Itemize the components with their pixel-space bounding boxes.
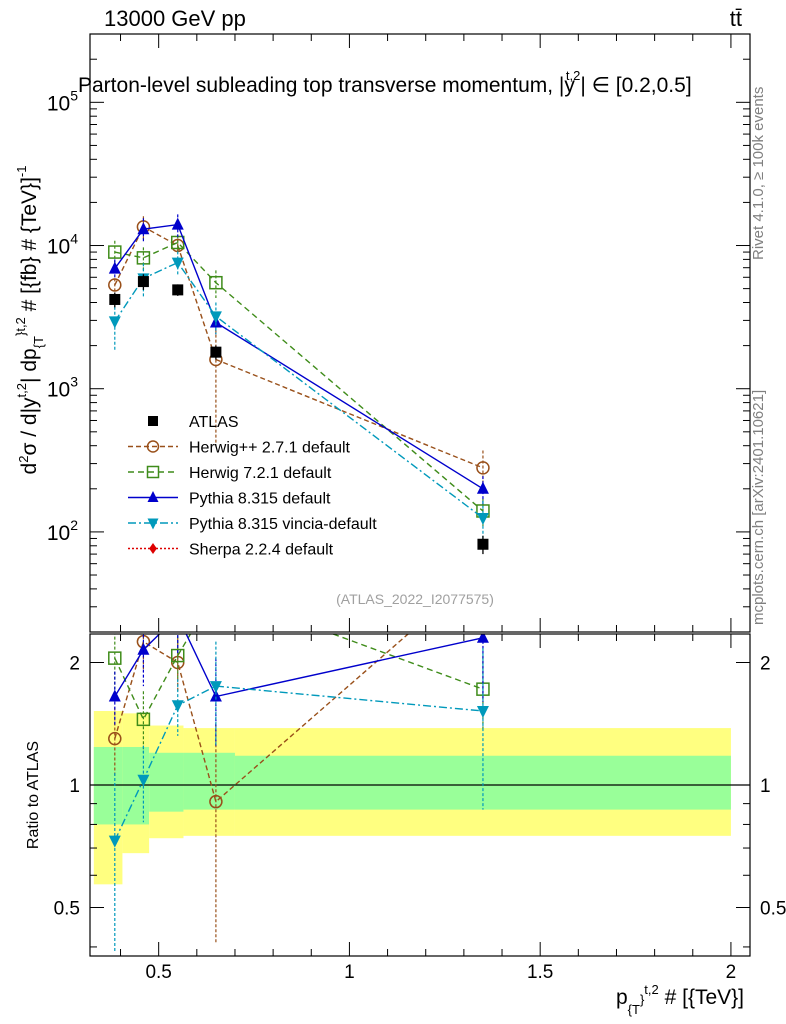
- series-point: [108, 245, 122, 259]
- series-point: [171, 217, 184, 230]
- ratio-point: [171, 700, 184, 713]
- x-tick-label: 0.5: [145, 962, 171, 983]
- ratio-tick-label-right: 1: [760, 776, 771, 797]
- ratio-series-line: [114, 634, 484, 721]
- ratio-point: [108, 651, 122, 665]
- header-process: tt̄: [730, 6, 742, 31]
- y-tick-label: 103: [47, 374, 78, 402]
- legend-label: Pythia 8.315 default: [189, 491, 331, 508]
- series-line: [114, 225, 484, 469]
- y-tick-label: 104: [47, 231, 78, 259]
- legend-label: Pythia 8.315 vincia-default: [189, 516, 377, 533]
- legend-marker: [148, 416, 158, 426]
- series-point: [171, 257, 184, 270]
- ratio-point: [209, 794, 223, 809]
- ratio-series-line: [114, 634, 484, 698]
- ratio-panel: 0.5 1 1.5 2 0.5 0.5 1 1 2 2: [54, 563, 786, 983]
- chart-title: Parton-level subleading top transverse m…: [78, 68, 692, 97]
- x-tick-label: 1.5: [527, 962, 553, 983]
- legend-marker: [149, 543, 157, 554]
- ratio-frame: [89, 633, 751, 957]
- ratio-point: [476, 706, 489, 719]
- ratio-point: [108, 835, 121, 848]
- series-point: [108, 261, 121, 274]
- ratio-point: [209, 681, 222, 694]
- ratio-point: [170, 648, 185, 663]
- series-point: [137, 222, 150, 235]
- ratio-point: [477, 563, 489, 575]
- main-panel: 102 103 104 105: [47, 33, 751, 633]
- data-point: [210, 346, 222, 358]
- x-tick-label: 1: [344, 962, 355, 983]
- ratio-point: [209, 689, 222, 702]
- data-point: [137, 276, 149, 288]
- series-point: [476, 481, 489, 494]
- legend: ATLAS Herwig++ 2.7.1 default Herwig 7.2.1 …: [128, 414, 377, 559]
- ratio-point: [137, 774, 150, 787]
- ratio-band-inner: [122, 746, 150, 825]
- ratio-point: [108, 689, 121, 702]
- header-collision: 13000 GeV pp: [104, 6, 246, 31]
- ratio-y-label: Ratio to ATLAS: [25, 741, 42, 849]
- data-point: [172, 284, 184, 296]
- legend-label: Herwig++ 2.7.1 default: [189, 440, 351, 457]
- data-point: [477, 538, 489, 550]
- series-point: [476, 513, 489, 526]
- title-rest: | ∈ [0.2,0.5]: [580, 74, 691, 97]
- ratio-tick-label: 2: [69, 654, 80, 675]
- analysis-watermark: (ATLAS_2022_I2077575): [336, 591, 494, 607]
- ratio-point: [476, 634, 489, 643]
- legend-label: ATLAS: [189, 414, 239, 431]
- ratio-point: [137, 642, 150, 655]
- series-point: [476, 461, 490, 475]
- ratio-tick-label: 1: [69, 776, 80, 797]
- legend-marker: [147, 518, 159, 530]
- series-point: [108, 316, 121, 329]
- mcplots-label: mcplots.cern.ch [arXiv:2401.10621]: [750, 390, 767, 625]
- y-axis-label: d2σ / d|yt,2| dp{T}t,2 # [{fb} # {TeV}]-…: [13, 166, 46, 475]
- y-tick-label: 102: [47, 517, 78, 545]
- ratio-series-line: [114, 634, 410, 803]
- rivet-label: Rivet 4.1.0, ≥ 100k events: [750, 87, 767, 260]
- ratio-tick-label: 0.5: [54, 898, 80, 919]
- legend-label: Herwig 7.2.1 default: [189, 465, 332, 482]
- ratio-point: [136, 712, 151, 727]
- series-point: [209, 275, 223, 290]
- x-tick-label: 2: [726, 962, 737, 983]
- ratio-point: [172, 609, 184, 621]
- ratio-tick-label-right: 2: [760, 654, 771, 675]
- legend-marker: [146, 465, 160, 479]
- x-axis-label: p{T}t,2 # [{TeV}]: [616, 982, 744, 1017]
- ratio-point: [108, 731, 122, 746]
- legend-marker: [147, 491, 159, 502]
- data-point: [109, 293, 121, 305]
- legend-marker: [146, 440, 160, 453]
- ratio-band-inner: [183, 752, 235, 810]
- main-frame: [89, 33, 751, 633]
- ratio-band-inner: [149, 752, 184, 812]
- series-point: [108, 278, 122, 292]
- title-sup: t,2: [566, 68, 580, 83]
- series-line: [114, 261, 484, 519]
- title-y: y: [564, 74, 575, 97]
- ratio-band-inner: [93, 746, 123, 825]
- y-tick-label: 105: [47, 87, 78, 115]
- title-main: Parton-level subleading top transverse m…: [78, 74, 564, 97]
- ratio-point: [210, 585, 222, 597]
- legend-label: Sherpa 2.2.4 default: [189, 542, 334, 559]
- series-point: [209, 311, 222, 324]
- ratio-tick-label-right: 0.5: [760, 898, 786, 919]
